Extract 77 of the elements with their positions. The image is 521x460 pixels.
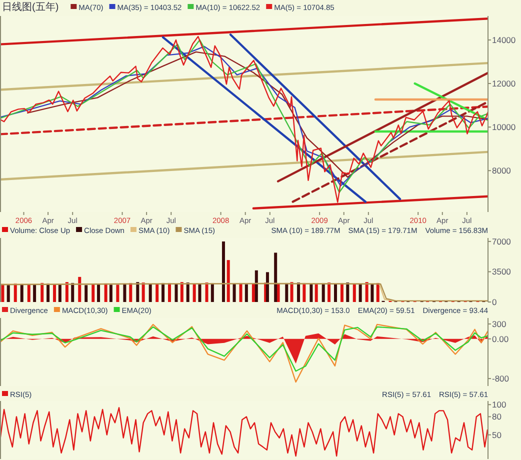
bar: [27, 284, 30, 302]
line-series: [0, 407, 488, 457]
bar: [109, 284, 112, 302]
line-series: [0, 326, 488, 372]
bar: [168, 282, 172, 302]
y-tick-label: 8000: [492, 166, 512, 176]
bar: [340, 282, 344, 302]
bar: [252, 284, 255, 302]
bar: [180, 282, 184, 302]
bar: [358, 283, 362, 302]
bar: [192, 283, 196, 302]
y-tick-label: 7000: [492, 236, 512, 246]
y-tick-label: 50: [492, 430, 502, 440]
bar: [376, 282, 380, 302]
bar: [104, 283, 108, 302]
bar: [352, 283, 356, 302]
bar: [1, 284, 4, 302]
y-tick-label: -800: [492, 374, 510, 384]
bar: [322, 282, 325, 302]
bar: [148, 284, 152, 302]
bar: [198, 284, 202, 302]
bar: [84, 285, 88, 302]
bar: [232, 283, 236, 302]
bar: [328, 282, 331, 302]
bar: [314, 284, 318, 302]
bar: [365, 282, 368, 302]
bar: [274, 252, 278, 302]
bar: [310, 283, 313, 302]
bar: [302, 282, 306, 302]
bar: [40, 282, 44, 302]
bar: [205, 282, 208, 302]
y-tick-label: 3500: [492, 266, 512, 277]
bar: [33, 284, 36, 302]
bar: [186, 282, 190, 302]
bar: [71, 282, 74, 302]
bar: [58, 284, 62, 302]
y-tick-label: 10000: [492, 122, 516, 132]
bar: [14, 283, 17, 302]
bar: [370, 284, 374, 302]
bar: [290, 282, 294, 302]
bar: [285, 282, 288, 302]
bar: [346, 282, 350, 302]
bar: [222, 241, 225, 302]
y-tick-label: 14000: [492, 34, 516, 45]
bar: [92, 284, 95, 302]
bar: [46, 283, 50, 302]
y-tick-label: 80: [492, 412, 502, 422]
bar: [97, 284, 100, 302]
bar: [78, 276, 82, 302]
bar: [20, 284, 24, 302]
chart-title: 日线图(五年): [2, 1, 59, 13]
bar: [254, 270, 258, 302]
bar: [276, 283, 280, 302]
line-series: [0, 324, 488, 383]
bar: [156, 284, 159, 302]
bar: [6, 285, 10, 302]
bar: [210, 282, 214, 302]
bar: [174, 284, 178, 302]
bar: [266, 272, 269, 302]
y-tick-label: 0.00: [492, 334, 509, 344]
bar: [297, 282, 300, 302]
bar: [162, 282, 165, 302]
bar: [129, 282, 132, 302]
bar: [116, 284, 120, 302]
bar: [142, 282, 145, 302]
bar: [239, 282, 242, 302]
bar: [226, 260, 230, 302]
bar: [334, 284, 337, 302]
y-tick-label: 100: [492, 400, 506, 410]
bar: [136, 282, 140, 302]
bar: [65, 282, 68, 302]
bar: [123, 283, 126, 302]
y-tick-label: 300: [492, 318, 506, 329]
bar: [244, 284, 248, 302]
y-tick-label: 12000: [492, 78, 516, 89]
y-tick-label: 0: [492, 297, 497, 307]
bar: [53, 284, 56, 302]
